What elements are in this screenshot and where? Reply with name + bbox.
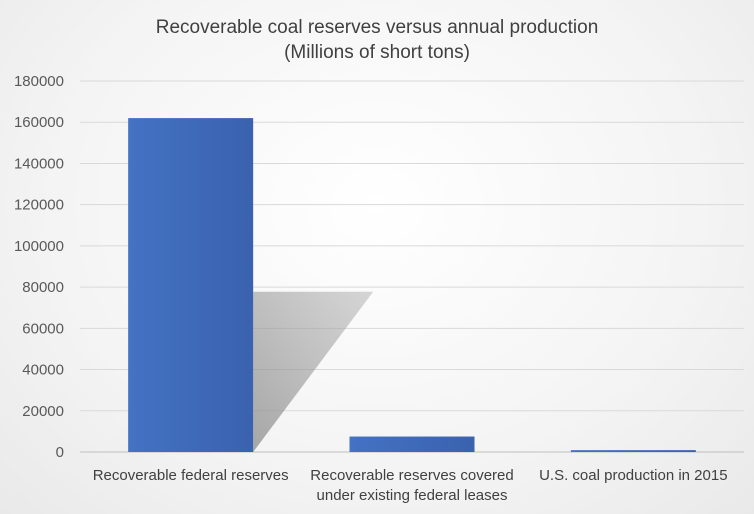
chart-title-line-1: Recoverable coal reserves versus annual … [156,17,599,38]
y-tick-label: 80000 [22,279,64,296]
y-tick-label: 140000 [14,155,64,172]
y-tick-label: 100000 [14,238,64,255]
y-tick-label: 180000 [14,73,64,90]
bar [349,436,475,452]
y-tick-label: 60000 [22,320,64,337]
y-tick-label: 120000 [14,197,64,214]
bar [128,118,254,452]
x-category-label: Recoverable federal reserves [93,467,289,484]
x-category-label: U.S. coal production in 2015 [539,467,727,484]
bar-shadows [253,291,374,452]
y-tick-label: 40000 [22,362,64,379]
bar-shadow [253,291,374,452]
x-category-label: Recoverable reserves covered [310,467,513,484]
y-tick-label: 0 [56,444,64,461]
x-category-label: under existing federal leases [317,487,508,504]
y-tick-label: 20000 [22,403,64,420]
y-tick-label: 160000 [14,114,64,131]
x-axis: Recoverable federal reserves Recoverable … [93,467,728,504]
y-axis: 0 20000 40000 60000 80000 100000 120000 140000 1… [14,73,64,461]
bars [128,118,696,452]
chart-title-line-2: (Millions of short tons) [284,42,470,63]
chart-title: Recoverable coal reserves versus annual … [156,17,599,63]
bar [570,450,696,452]
